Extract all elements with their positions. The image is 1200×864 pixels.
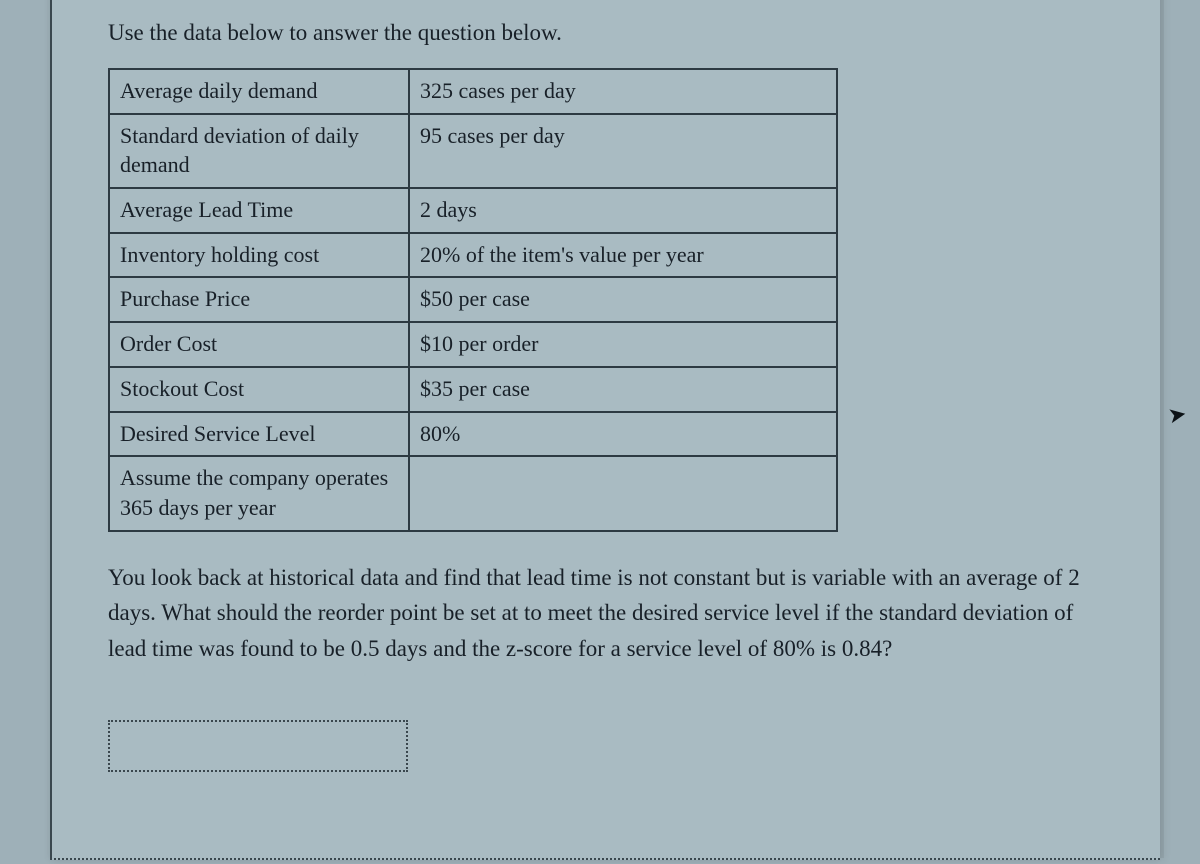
answer-input[interactable]	[108, 720, 408, 772]
cell-value	[409, 456, 837, 530]
cell-value: 20% of the item's value per year	[409, 233, 837, 278]
table-row: Average Lead Time 2 days	[109, 188, 837, 233]
cursor-icon: ➤	[1165, 401, 1188, 430]
question-page: Use the data below to answer the questio…	[50, 0, 1160, 860]
cell-value: 325 cases per day	[409, 69, 837, 114]
cell-label: Inventory holding cost	[109, 233, 409, 278]
table-row: Stockout Cost $35 per case	[109, 367, 837, 412]
data-table: Average daily demand 325 cases per day S…	[108, 68, 838, 532]
question-text: You look back at historical data and fin…	[108, 560, 1108, 667]
cell-value: $35 per case	[409, 367, 837, 412]
table-row: Purchase Price $50 per case	[109, 277, 837, 322]
table-row: Average daily demand 325 cases per day	[109, 69, 837, 114]
cell-label: Average daily demand	[109, 69, 409, 114]
cell-value: 95 cases per day	[409, 114, 837, 188]
cell-label: Order Cost	[109, 322, 409, 367]
cell-value: $10 per order	[409, 322, 837, 367]
cell-label: Stockout Cost	[109, 367, 409, 412]
table-row: Inventory holding cost 20% of the item's…	[109, 233, 837, 278]
intro-text: Use the data below to answer the questio…	[108, 20, 1120, 46]
cell-value: $50 per case	[409, 277, 837, 322]
cell-label: Desired Service Level	[109, 412, 409, 457]
table-row: Desired Service Level 80%	[109, 412, 837, 457]
table-row: Standard deviation of daily demand 95 ca…	[109, 114, 837, 188]
cell-value: 2 days	[409, 188, 837, 233]
cell-label: Assume the company operates 365 days per…	[109, 456, 409, 530]
cell-label: Average Lead Time	[109, 188, 409, 233]
table-row: Order Cost $10 per order	[109, 322, 837, 367]
cell-label: Purchase Price	[109, 277, 409, 322]
table-row: Assume the company operates 365 days per…	[109, 456, 837, 530]
cell-value: 80%	[409, 412, 837, 457]
cell-label: Standard deviation of daily demand	[109, 114, 409, 188]
